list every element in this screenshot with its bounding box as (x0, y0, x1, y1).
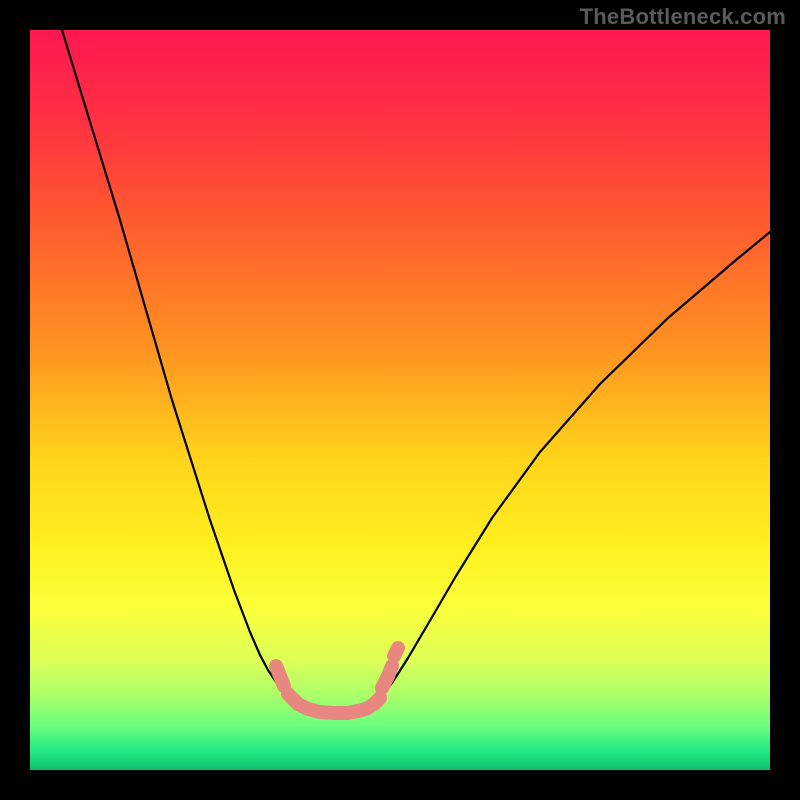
trough-marker-segment (382, 666, 392, 688)
trough-marker-segment (276, 666, 284, 686)
chart-stage: TheBottleneck.com (0, 0, 800, 800)
watermark-text: TheBottleneck.com (580, 4, 786, 30)
chart-svg (0, 0, 800, 800)
trough-marker-segment (394, 648, 398, 656)
